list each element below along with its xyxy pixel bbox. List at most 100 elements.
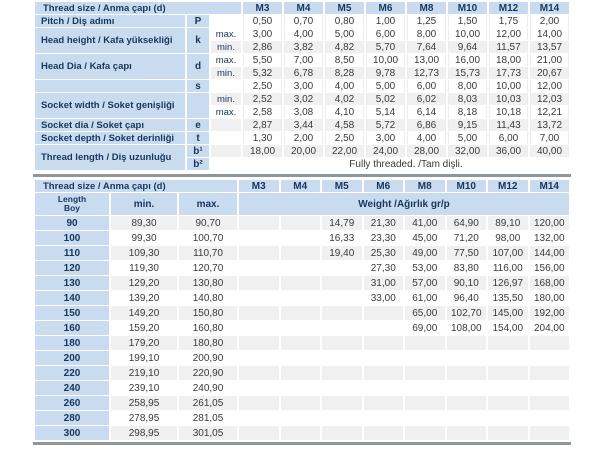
weight-value: 71,20 xyxy=(446,231,486,245)
spec-value-cell: 12,00 xyxy=(489,28,528,40)
weight-value: 31,00 xyxy=(363,276,403,290)
weight-value xyxy=(488,411,528,425)
size-column-header: M14 xyxy=(529,180,569,192)
spec-minmax-label: min. xyxy=(211,67,241,79)
weight-value xyxy=(363,411,403,425)
spec-value-cell: 0,80 xyxy=(325,15,364,27)
spec-value-cell: 4,00 xyxy=(284,28,323,40)
spec-value-cell: 15,73 xyxy=(448,67,487,79)
weight-header-row: Thread size / Anma çapı (d) M3 M4 M5 M6 M8 M10… xyxy=(35,180,569,192)
min-column-header: min. xyxy=(111,193,177,215)
spec-minmax-label: max. xyxy=(211,106,241,118)
spec-minmax-label xyxy=(211,15,241,27)
max-value: 100,70 xyxy=(179,231,237,245)
weight-value xyxy=(405,426,445,440)
spec-minmax-label: max. xyxy=(211,54,241,66)
weight-table-body: Thread size / Anma çapı (d) M3 M4 M5 M6 M8 M10… xyxy=(35,180,569,440)
table-row: 130 129,20 130,80 31,00 57,00 90,10 126,97 168,… xyxy=(35,276,569,290)
spec-value-cell: 32,00 xyxy=(448,145,487,157)
spec-row-symbol: e xyxy=(187,119,209,131)
fully-threaded-note: Fully threaded. /Tam dişli. xyxy=(243,158,569,170)
weight-value: 83,80 xyxy=(446,261,486,275)
spec-minmax-label xyxy=(211,119,241,131)
weight-value: 192,00 xyxy=(529,306,569,320)
table-row: 110 109,30 110,70 19,40 25,30 49,00 77,50 107,0… xyxy=(35,246,569,260)
spec-value-cell: 10,00 xyxy=(448,28,487,40)
spec-table-body: Thread size / Anma çapı (d) M3 M4 M5 M6 M8 M10… xyxy=(35,2,569,170)
weight-value xyxy=(529,366,569,380)
weight-value xyxy=(322,276,362,290)
weight-value xyxy=(322,426,362,440)
max-value: 130,80 xyxy=(179,276,237,290)
table-divider xyxy=(33,442,571,445)
weight-value xyxy=(280,396,320,410)
min-value: 139,20 xyxy=(111,291,177,305)
weight-value: 126,97 xyxy=(488,276,528,290)
spec-value-cell: 8,50 xyxy=(325,54,364,66)
spec-value-cell: 6,14 xyxy=(407,106,446,118)
weight-value xyxy=(280,336,320,350)
weight-value xyxy=(239,351,279,365)
spec-row: Socket depth / Soket derinliği t 1,30 2,00 2… xyxy=(35,132,569,144)
weight-table: Thread size / Anma çapı (d) M3 M4 M5 M6 M8 M10… xyxy=(33,179,571,441)
weight-value: 135,50 xyxy=(488,291,528,305)
min-value: 258,95 xyxy=(111,396,177,410)
weight-value xyxy=(280,426,320,440)
spec-row: min. 2,86 3,82 4,82 5,70 7,64 9,64 11,57 13,57 xyxy=(35,41,569,53)
weight-value xyxy=(322,291,362,305)
weight-value xyxy=(363,321,403,335)
weight-value: 90,10 xyxy=(446,276,486,290)
min-value: 239,10 xyxy=(111,381,177,395)
weight-value xyxy=(529,381,569,395)
weight-value: 16,33 xyxy=(322,231,362,245)
weight-value xyxy=(488,381,528,395)
spec-row-label: Head height / Kafa yüksekliği xyxy=(35,28,185,53)
weight-value: 65,00 xyxy=(405,306,445,320)
weight-value xyxy=(446,411,486,425)
spec-value-cell: 21,00 xyxy=(530,54,569,66)
weight-value: 98,00 xyxy=(488,231,528,245)
spec-value-cell: 3,44 xyxy=(284,119,323,131)
spec-row: Head Dia / Kafa çapı d max. 5,50 7,00 8,50 10,… xyxy=(35,54,569,79)
weight-value xyxy=(405,411,445,425)
length-value: 90 xyxy=(35,216,109,230)
spec-row-symbol xyxy=(187,93,209,118)
weight-value xyxy=(322,366,362,380)
spec-value-cell: 4,82 xyxy=(325,41,364,53)
length-value: 240 xyxy=(35,381,109,395)
length-value: 220 xyxy=(35,366,109,380)
weight-value: 64,90 xyxy=(446,216,486,230)
spec-row-symbol: t xyxy=(187,132,209,144)
table-row: 180 179,20 180,80 xyxy=(35,336,569,350)
spec-minmax-label: min. xyxy=(211,93,241,105)
spec-value-cell: 5,32 xyxy=(243,67,282,79)
spec-value-cell: 12,00 xyxy=(530,80,569,92)
weight-value: 57,00 xyxy=(405,276,445,290)
spec-value-cell: 8,00 xyxy=(448,80,487,92)
weight-value xyxy=(446,381,486,395)
length-value: 110 xyxy=(35,246,109,260)
size-column-header: M12 xyxy=(489,2,528,14)
spec-value-cell: 4,58 xyxy=(325,119,364,131)
spec-value-cell: 3,08 xyxy=(284,106,323,118)
weight-value: 23,30 xyxy=(363,231,403,245)
spec-row-label: Socket dia / Soket çapı xyxy=(35,119,185,131)
spec-table-title: Thread size / Anma çapı (d) xyxy=(35,2,241,14)
weight-value: 77,50 xyxy=(446,246,486,260)
weight-value xyxy=(322,261,362,275)
table-row: 90 89,30 90,70 14,79 21,30 41,00 64,90 89,10 120… xyxy=(35,216,569,230)
spec-value-cell: 24,00 xyxy=(366,145,405,157)
spec-value-cell: 1,00 xyxy=(366,15,405,27)
spec-row: min. 5,32 6,78 8,28 9,78 12,73 15,73 17,73 20,67 xyxy=(35,67,569,79)
weight-value: 102,70 xyxy=(446,306,486,320)
weight-value xyxy=(529,336,569,350)
spec-value-cell: 5,70 xyxy=(366,41,405,53)
spec-value-cell: 6,86 xyxy=(407,119,446,131)
table-row: 120 119,30 120,70 27,30 53,00 83,80 116,00 156,… xyxy=(35,261,569,275)
spec-row-symbol: k xyxy=(187,28,209,53)
weight-value: 168,00 xyxy=(529,276,569,290)
max-value: 200,90 xyxy=(179,351,237,365)
spec-value-cell: 8,03 xyxy=(448,93,487,105)
spec-minmax-label xyxy=(211,145,241,157)
min-value: 298,95 xyxy=(111,426,177,440)
